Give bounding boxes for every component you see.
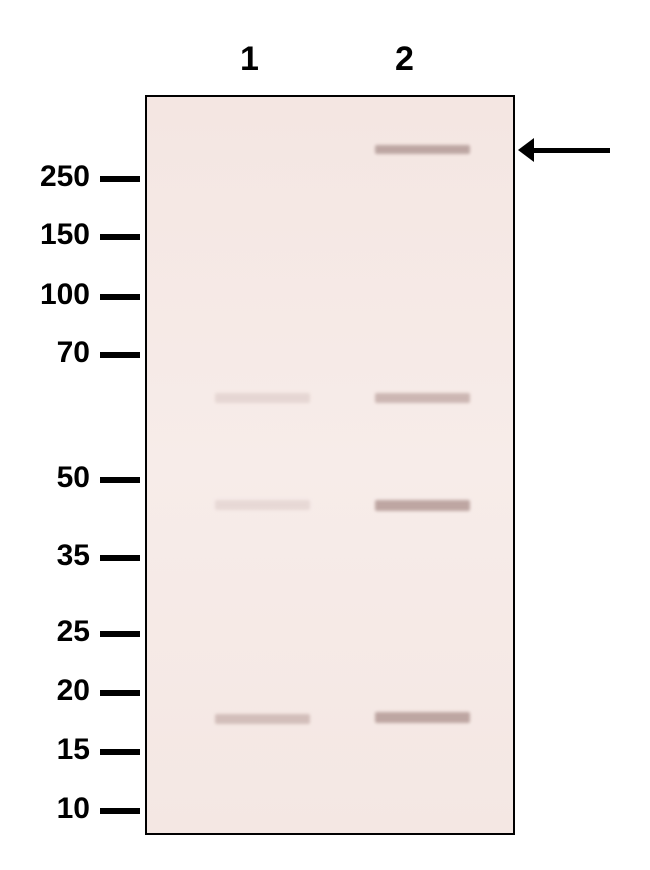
marker-label-20: 20	[57, 674, 90, 708]
marker-tick-250	[100, 176, 140, 182]
marker-tick-70	[100, 352, 140, 358]
arrow-head-icon	[518, 138, 534, 162]
marker-label-70: 70	[57, 336, 90, 370]
marker-tick-15	[100, 749, 140, 755]
marker-label-100: 100	[40, 278, 90, 312]
western-blot-figure: 1 2 250 150 100 70 50 35 25 20 15 10	[0, 0, 650, 870]
band-lane2-4	[375, 500, 470, 511]
blot-membrane	[145, 95, 515, 835]
marker-tick-25	[100, 631, 140, 637]
marker-tick-10	[100, 808, 140, 814]
marker-label-15: 15	[57, 733, 90, 767]
marker-tick-20	[100, 690, 140, 696]
marker-tick-35	[100, 555, 140, 561]
band-lane2-6	[375, 712, 470, 723]
band-lane2-2	[375, 393, 470, 403]
marker-label-35: 35	[57, 539, 90, 573]
marker-tick-100	[100, 294, 140, 300]
band-lane1-3	[215, 500, 310, 510]
lane-label-2: 2	[395, 40, 414, 79]
arrow-shaft	[530, 148, 610, 153]
band-lane1-1	[215, 393, 310, 403]
marker-tick-150	[100, 234, 140, 240]
marker-label-250: 250	[40, 160, 90, 194]
lane-label-1: 1	[240, 40, 259, 79]
band-lane1-5	[215, 714, 310, 724]
marker-label-150: 150	[40, 218, 90, 252]
marker-label-50: 50	[57, 461, 90, 495]
marker-tick-50	[100, 477, 140, 483]
band-lane2-0	[375, 145, 470, 154]
marker-label-10: 10	[57, 792, 90, 826]
marker-label-25: 25	[57, 615, 90, 649]
